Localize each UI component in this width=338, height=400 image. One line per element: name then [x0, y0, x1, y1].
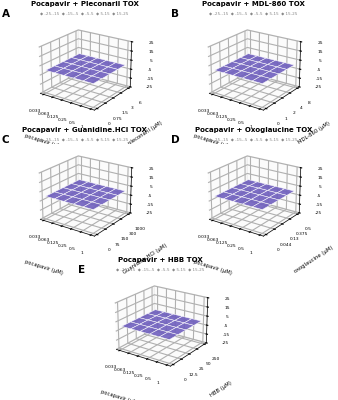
Text: ◆ -25--15  ◆ -15--5  ◆ -5-5  ◆ 5-15  ◆ 15-25: ◆ -25--15 ◆ -15--5 ◆ -5-5 ◆ 5-15 ◆ 15-25 — [116, 268, 205, 272]
Text: Pocapavir + Guanidine.HCl TOX: Pocapavir + Guanidine.HCl TOX — [22, 127, 147, 133]
Text: ◆ -25--15  ◆ -15--5  ◆ -5-5  ◆ 5-15  ◆ 15-25: ◆ -25--15 ◆ -15--5 ◆ -5-5 ◆ 5-15 ◆ 15-25 — [209, 12, 298, 16]
X-axis label: pocapavir (μM): pocapavir (μM) — [100, 390, 139, 400]
Text: C: C — [2, 135, 9, 145]
Text: ◆ -25--15  ◆ -15--5  ◆ -5-5  ◆ 5-15  ◆ 15-25: ◆ -25--15 ◆ -15--5 ◆ -5-5 ◆ 5-15 ◆ 15-25 — [209, 138, 298, 142]
Text: Pocapavir + HBB TOX: Pocapavir + HBB TOX — [118, 257, 203, 263]
Text: Pocapavir + Pleconaril TOX: Pocapavir + Pleconaril TOX — [30, 1, 139, 7]
Y-axis label: pleconaril (μM): pleconaril (μM) — [127, 120, 163, 146]
X-axis label: pocapavir (μM): pocapavir (μM) — [24, 134, 63, 150]
X-axis label: pocapavir (μM): pocapavir (μM) — [193, 260, 232, 276]
Text: B: B — [171, 9, 179, 19]
X-axis label: pocapavir (μM): pocapavir (μM) — [193, 134, 232, 150]
Text: Pocapavir + Oxoglaucine TOX: Pocapavir + Oxoglaucine TOX — [195, 127, 312, 133]
Text: D: D — [171, 135, 179, 145]
Text: A: A — [2, 9, 10, 19]
Text: Pocapavir + MDL-860 TOX: Pocapavir + MDL-860 TOX — [202, 1, 305, 7]
Y-axis label: HBB (μM): HBB (μM) — [209, 380, 233, 398]
Y-axis label: Guanidine.HCl (μM): Guanidine.HCl (μM) — [122, 243, 168, 275]
Y-axis label: MDL-860 (μM): MDL-860 (μM) — [297, 121, 331, 145]
Text: ◆ -25--15  ◆ -15--5  ◆ -5-5  ◆ 5-15  ◆ 15-25: ◆ -25--15 ◆ -15--5 ◆ -5-5 ◆ 5-15 ◆ 15-25 — [40, 138, 129, 142]
Text: E: E — [78, 265, 85, 275]
Text: ◆ -25--15  ◆ -15--5  ◆ -5-5  ◆ 5-15  ◆ 15-25: ◆ -25--15 ◆ -15--5 ◆ -5-5 ◆ 5-15 ◆ 15-25 — [40, 12, 129, 16]
Y-axis label: oxoglaucine (μM): oxoglaucine (μM) — [293, 245, 334, 274]
X-axis label: pocapavir (μM): pocapavir (μM) — [24, 260, 63, 276]
